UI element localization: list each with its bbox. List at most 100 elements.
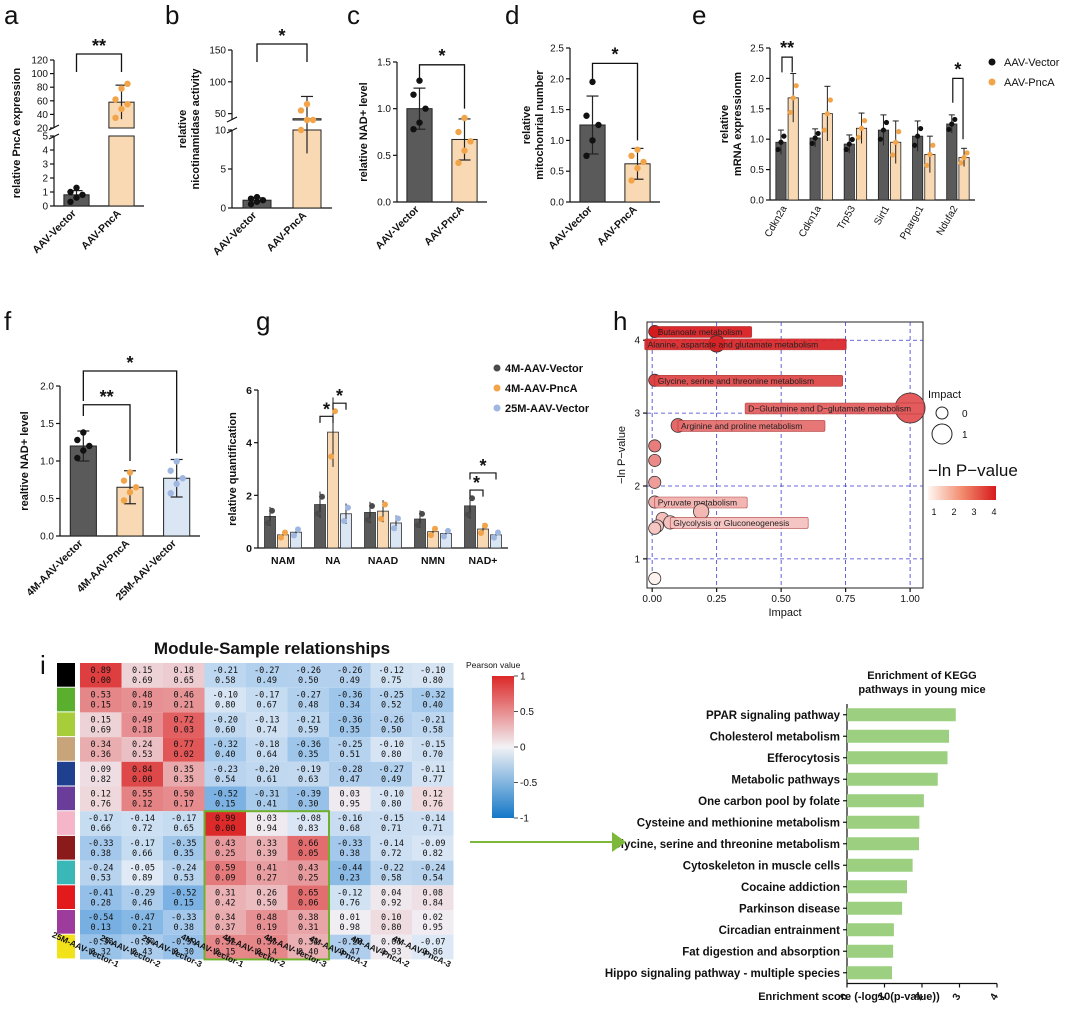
heatmap-cell-value: 0.08 — [423, 888, 443, 898]
heatmap-cell-pvalue: 0.17 — [174, 800, 194, 810]
heatmap-cell-value: 0.04 — [381, 888, 401, 898]
y-tick-label: 1 — [42, 188, 48, 199]
y-tick-label: 0.0 — [550, 198, 564, 209]
heatmap-cell — [370, 712, 412, 738]
heatmap-cell-pvalue: 0.67 — [257, 701, 277, 711]
y-tick-label: Cocaine addiction — [741, 882, 840, 894]
bar — [847, 729, 949, 743]
heatmap-cell-value: -0.33 — [337, 839, 363, 849]
data-point — [815, 130, 821, 137]
bar — [847, 944, 894, 958]
heatmap-cell-pvalue: 0.80 — [381, 800, 401, 810]
heatmap-cell-value: -0.10 — [420, 666, 446, 676]
heatmap-cell-pvalue: 0.58 — [423, 725, 443, 735]
heatmap-cell-value: 0.52 — [215, 938, 235, 948]
data-point — [787, 109, 793, 116]
heatmap-cell — [246, 835, 288, 861]
heatmap-cell-value: 0.41 — [257, 864, 277, 874]
heatmap-cell — [287, 910, 329, 935]
data-point — [896, 129, 902, 135]
heatmap-cell — [121, 687, 163, 713]
data-point — [73, 194, 80, 201]
bar — [847, 815, 920, 829]
heatmap-cell — [163, 663, 205, 688]
heatmap-cell — [163, 885, 205, 910]
data-point — [173, 458, 180, 465]
data-point — [74, 454, 81, 462]
bar-lower — [108, 135, 135, 207]
heatmap-cell — [287, 811, 329, 836]
bar — [847, 880, 907, 894]
heatmap-cell — [370, 737, 412, 762]
heatmap-cell-value: -0.32 — [420, 691, 446, 701]
data-point — [491, 534, 497, 541]
heatmap-cell-pvalue: 0.53 — [174, 874, 194, 884]
panel-letter-f: f — [4, 306, 12, 336]
data-point — [365, 516, 371, 523]
legend-label: AAV-PncA — [1004, 77, 1055, 89]
data-bubble — [693, 503, 710, 520]
heatmap-cell-pvalue: 0.06 — [298, 898, 318, 908]
x-tick-label: AAV-PncA — [264, 209, 309, 254]
heatmap-cell-value: -0.36 — [337, 691, 363, 701]
heatmap-cell-value: 0.50 — [174, 790, 194, 800]
data-point — [265, 520, 271, 527]
heatmap-cell-value: 0.84 — [132, 765, 152, 775]
data-point — [880, 127, 887, 133]
significance-label: * — [278, 26, 285, 46]
y-tick-label: 3 — [42, 160, 48, 171]
y-tick-label: 0.5 — [750, 165, 764, 176]
heatmap-cell — [204, 712, 246, 738]
heatmap-cell — [329, 712, 371, 738]
bubble-label: Pyruvate metabolism — [658, 498, 737, 508]
y-tick-label: 0 — [42, 202, 48, 213]
significance-bracket — [781, 56, 793, 73]
data-point — [416, 119, 423, 126]
heatmap-cell-pvalue: 0.00 — [215, 824, 235, 834]
heatmap-cell — [329, 910, 371, 935]
heatmap-cell — [412, 737, 454, 762]
heatmap-cell — [163, 860, 205, 886]
bar — [809, 137, 821, 201]
heatmap-cell — [412, 811, 454, 836]
heatmap-cell-value: -0.17 — [88, 814, 114, 824]
bar — [847, 772, 938, 786]
y-axis-label: relative NAD+ level — [358, 82, 370, 181]
heatmap-cell-value: -0.20 — [254, 765, 280, 775]
heatmap-cell-pvalue: 0.82 — [423, 849, 443, 859]
heatmap-cell — [80, 934, 122, 960]
significance-bracket — [332, 402, 347, 410]
y-tick-label: Cytoskeleton in muscle cells — [683, 860, 840, 872]
bubble-label-box — [644, 338, 847, 351]
heatmap-cell — [287, 885, 329, 910]
data-point — [415, 522, 421, 529]
legend-marker — [493, 384, 501, 392]
heatmap-cell-pvalue: 0.49 — [381, 775, 401, 785]
heatmap-cell-pvalue: 0.40 — [298, 948, 318, 958]
x-axis-label: Enrichment score (-log10(p-value)) — [758, 991, 940, 1003]
heatmap-cell-value: 0.32 — [298, 938, 318, 948]
data-point — [391, 525, 397, 532]
data-point — [877, 136, 884, 142]
heatmap-cell-pvalue: 0.21 — [132, 923, 152, 933]
heatmap-cell-value: -0.39 — [171, 938, 197, 948]
heatmap-cell-pvalue: 0.63 — [298, 775, 318, 785]
bar — [847, 901, 903, 915]
heatmap-cell — [370, 835, 412, 861]
y-tick-label: 4 — [246, 438, 252, 450]
x-tick-label: 0.25 — [707, 594, 727, 605]
heatmap-cell-pvalue: 0.65 — [174, 824, 194, 834]
data-point — [893, 139, 899, 145]
heatmap-cell-value: 0.38 — [298, 913, 318, 923]
y-tick-label: 0.0 — [40, 532, 54, 543]
heatmap-cell-pvalue: 0.69 — [132, 676, 152, 686]
heatmap-cell — [412, 934, 454, 960]
significance-bracket — [82, 404, 131, 461]
y-axis-label-line: relative — [177, 110, 189, 149]
heatmap-cell-value: 0.66 — [298, 839, 318, 849]
significance-bracket — [418, 64, 466, 109]
heatmap-cell-value: -0.26 — [337, 666, 363, 676]
heatmap-cell-value: -0.21 — [212, 666, 238, 676]
colorbar-tick: 3 — [971, 507, 976, 517]
module-color-swatch — [57, 811, 75, 835]
